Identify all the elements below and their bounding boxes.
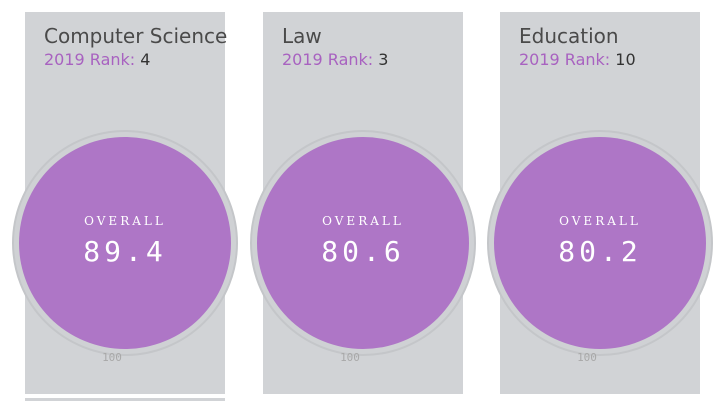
tick-label: 100 <box>577 351 597 364</box>
rank-value: 10 <box>615 50 636 69</box>
overall-score: 80.2 <box>558 235 642 268</box>
overall-score: 80.6 <box>321 235 405 268</box>
tick-label: 100 <box>102 351 122 364</box>
overall-label: OVERALL <box>559 214 641 228</box>
overall-score-gauge: 25 50 75 100 OVERALL 80.6 <box>250 130 476 364</box>
rank-value: 3 <box>378 50 389 69</box>
rank-value: 4 <box>140 50 151 69</box>
rank-label: 2019 Rank: <box>519 50 611 69</box>
rank-line: 2019 Rank: 3 <box>282 50 388 69</box>
subject-title: Law <box>282 24 322 48</box>
gauge-disc <box>257 137 469 349</box>
gauge-disc <box>19 137 231 349</box>
rank-label: 2019 Rank: <box>282 50 374 69</box>
overall-label: OVERALL <box>322 214 404 228</box>
subject-title: Education <box>519 24 619 48</box>
subject-title: Computer Science <box>44 24 228 48</box>
overall-score-gauge: 25 50 75 100 OVERALL 89.4 <box>12 130 238 364</box>
gauge-disc <box>494 137 706 349</box>
rank-line: 2019 Rank: 10 <box>519 50 636 69</box>
overall-label: OVERALL <box>84 214 166 228</box>
rank-label: 2019 Rank: <box>44 50 136 69</box>
overall-score-gauge: 25 50 75 100 OVERALL 80.2 <box>487 130 713 364</box>
overall-score: 89.4 <box>83 235 167 268</box>
next-card-edge <box>25 398 225 401</box>
tick-label: 100 <box>340 351 360 364</box>
rank-line: 2019 Rank: 4 <box>44 50 150 69</box>
